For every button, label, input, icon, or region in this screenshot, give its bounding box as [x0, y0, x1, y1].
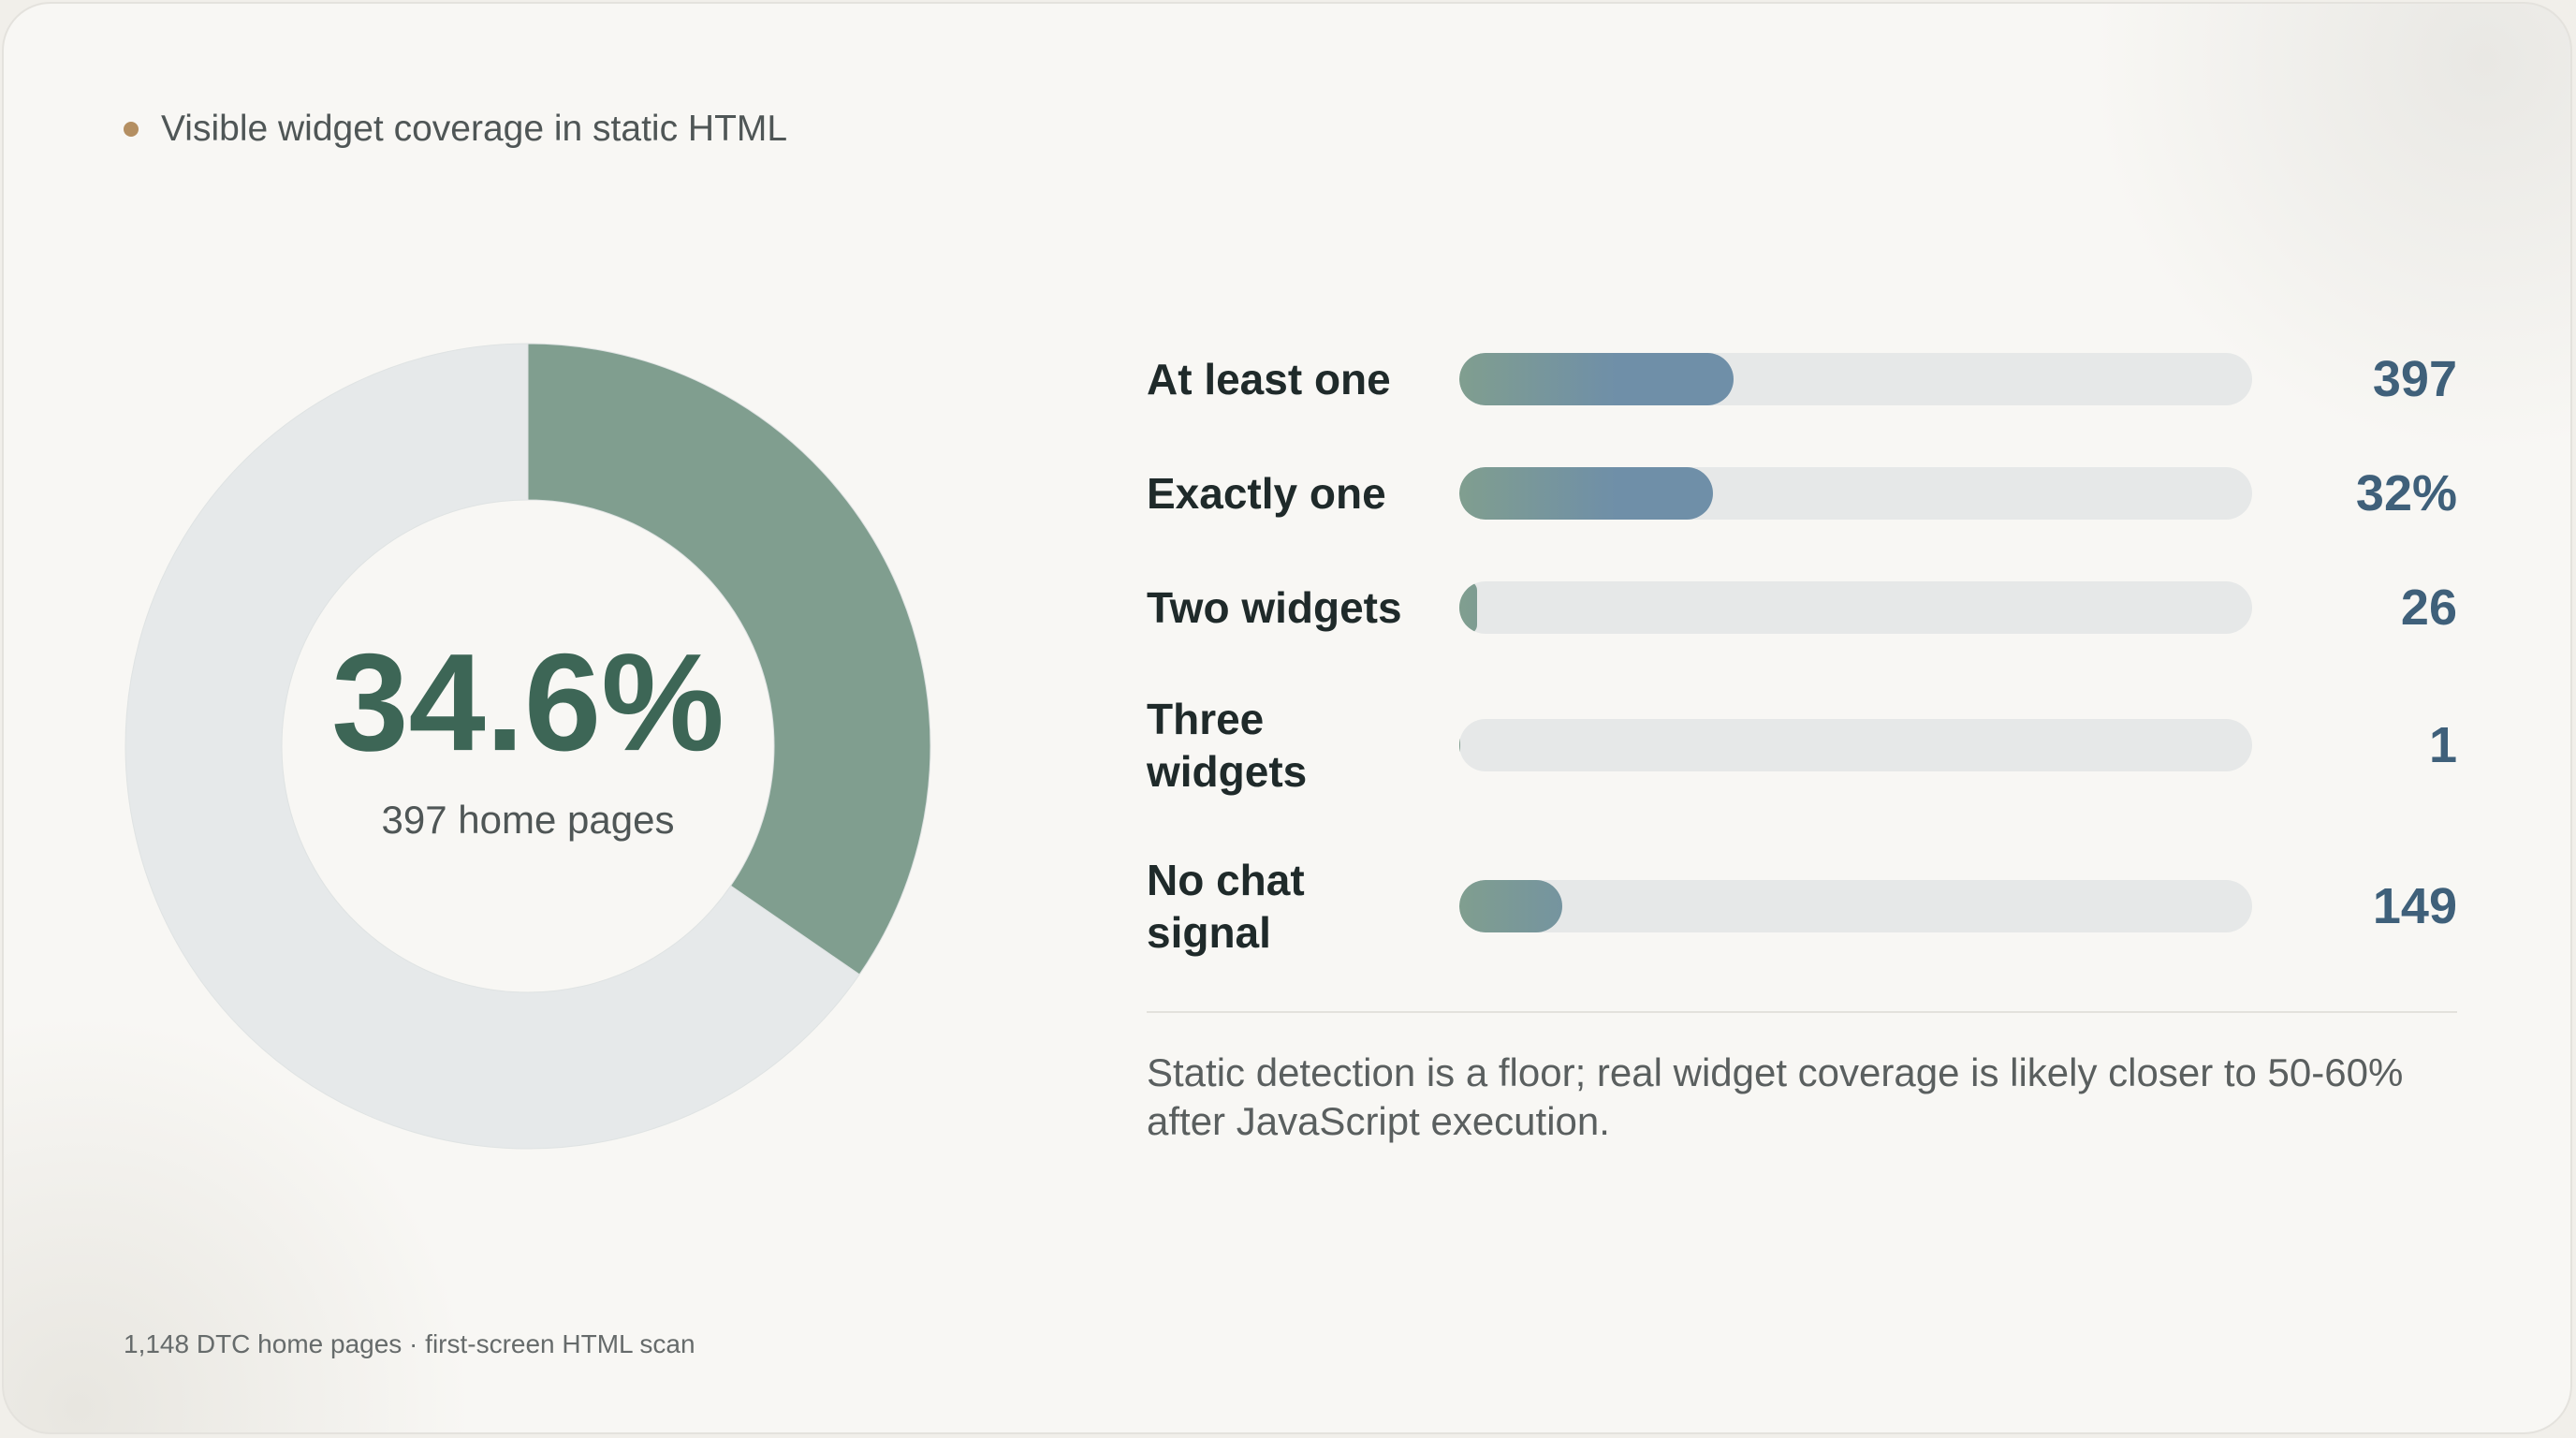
divider — [1147, 1011, 2457, 1013]
bar-label: Two widgets — [1147, 583, 1402, 632]
center-value: 34.6% — [331, 625, 724, 780]
note: Static detection is a floor; real widget… — [1147, 1050, 2404, 1143]
center-sublabel: 397 home pages — [382, 798, 675, 842]
bar-row: Three widgets 1 — [1147, 693, 2457, 798]
bar — [1459, 467, 1713, 520]
bar-row: At least one 397 — [1147, 350, 2457, 408]
header: Visible widget coverage in static HTML — [124, 109, 787, 150]
bar-row: No chat signal 149 — [1147, 854, 2457, 959]
footnote: 1,148 DTC home pages · first-screen HTML… — [124, 1329, 695, 1358]
bar — [1459, 880, 1562, 932]
bar — [1459, 581, 1478, 634]
bar-track — [1459, 581, 2252, 634]
bar-label: No chat signal — [1147, 856, 1305, 957]
bar-value: 32% — [2355, 465, 2457, 521]
bar-row: Two widgets 26 — [1147, 579, 2457, 637]
bar-label: At least one — [1147, 355, 1391, 404]
donut-segment — [124, 343, 860, 1150]
bar-chart: At least one 397 Exactly one 32% Two widgets… — [1147, 350, 2457, 959]
donut-segment — [527, 343, 931, 976]
header-dot — [124, 122, 139, 137]
bar-value: 26 — [2400, 580, 2457, 636]
bar-row: Exactly one 32% — [1147, 464, 2457, 522]
bar-label: Three widgets — [1147, 695, 1308, 796]
bar-value: 1 — [2428, 717, 2457, 773]
bar-label: Exactly one — [1147, 469, 1386, 518]
bar-value: 149 — [2372, 878, 2457, 934]
bar — [1459, 353, 1734, 405]
header-title: Visible widget coverage in static HTML — [161, 109, 788, 149]
bar — [1459, 719, 1460, 771]
bar-track — [1459, 353, 2252, 405]
donut-chart: 34.6% 397 home pages — [124, 343, 931, 1150]
bar-value: 397 — [2372, 351, 2457, 407]
bar-track — [1459, 467, 2252, 520]
bar-track — [1459, 719, 2252, 771]
bar-track — [1459, 880, 2252, 932]
